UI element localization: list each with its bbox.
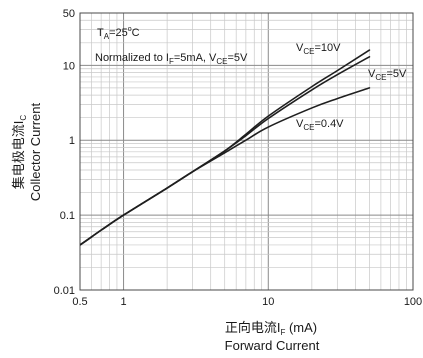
series-line-vce-0-4v [80,87,371,246]
series-label-vce-5v: VCE=5V [368,68,407,82]
y-tick-label: 0.1 [60,210,75,222]
temperature-annotation: TA=25oC [97,26,140,41]
x-tick-label: 100 [404,296,422,308]
x-axis-title-en: Forward Current [225,338,320,353]
series [80,49,371,246]
y-tick-label: 50 [63,8,75,20]
x-tick-label: 10 [262,296,274,308]
x-axis-title-cn: 正向电流IF (mA) [225,320,317,337]
y-axis-title-cn-group: 集电极电流IC [11,115,28,190]
series-label-vce-0-4v: VCE=0.4V [296,118,344,132]
x-tick-label: 1 [121,296,127,308]
normalization-annotation: Normalized to IF=5mA, VCE=5V [95,52,248,66]
y-tick-label: 1 [69,135,75,147]
x-tick-label: 0.5 [72,296,87,308]
series-label-vce-10v: VCE=10V [296,42,341,56]
plot-frame [79,12,414,291]
y-axis-title-en-group: Collector Current [28,102,43,201]
grid [80,13,413,290]
y-axis-title-cn: 集电极电流IC [11,115,28,190]
y-axis-title-en: Collector Current [28,102,43,201]
y-tick-label: 0.01 [54,285,75,297]
tick-labels: 0.5 1 10 100 0.01 0.1 1 10 50 [54,8,423,308]
y-tick-label: 10 [63,60,75,72]
